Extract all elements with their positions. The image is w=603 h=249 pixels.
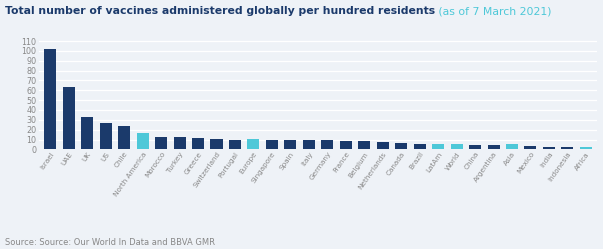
Bar bbox=[339, 140, 352, 149]
Bar bbox=[395, 143, 407, 149]
Bar bbox=[137, 133, 148, 149]
Bar bbox=[174, 137, 186, 149]
Bar bbox=[561, 147, 573, 149]
Bar bbox=[358, 140, 370, 149]
Bar bbox=[44, 49, 56, 149]
Bar bbox=[229, 139, 241, 149]
Bar bbox=[266, 139, 278, 149]
Bar bbox=[414, 144, 426, 149]
Bar bbox=[118, 126, 130, 149]
Bar bbox=[63, 87, 75, 149]
Bar bbox=[247, 138, 259, 149]
Bar bbox=[525, 146, 537, 149]
Text: Total number of vaccines administered globally per hundred residents: Total number of vaccines administered gl… bbox=[5, 6, 435, 16]
Bar bbox=[377, 141, 389, 149]
Text: (as of 7 March 2021): (as of 7 March 2021) bbox=[435, 6, 552, 16]
Bar bbox=[81, 117, 93, 149]
Bar bbox=[450, 144, 463, 149]
Bar bbox=[192, 138, 204, 149]
Bar bbox=[580, 147, 592, 149]
Bar bbox=[99, 123, 112, 149]
Bar bbox=[321, 139, 333, 149]
Text: Source: Source: Our World In Data and BBVA GMR: Source: Source: Our World In Data and BB… bbox=[5, 238, 215, 247]
Bar bbox=[506, 144, 518, 149]
Bar bbox=[303, 139, 315, 149]
Bar bbox=[155, 137, 167, 149]
Bar bbox=[210, 138, 223, 149]
Bar bbox=[469, 145, 481, 149]
Bar bbox=[432, 144, 444, 149]
Bar bbox=[488, 145, 499, 149]
Bar bbox=[285, 139, 297, 149]
Bar bbox=[543, 147, 555, 149]
